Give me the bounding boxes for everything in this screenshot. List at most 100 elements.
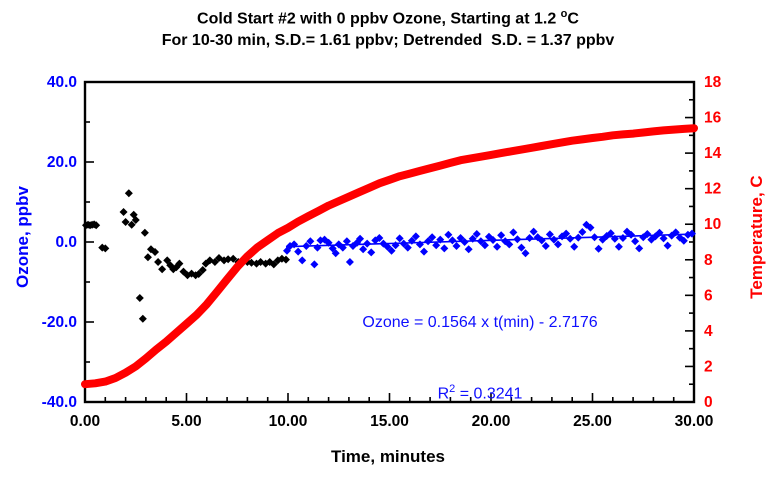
- diamond-marker: [679, 236, 688, 245]
- diamond-marker: [493, 242, 502, 251]
- diamond-marker: [269, 260, 278, 269]
- diamond-marker: [448, 236, 457, 245]
- diamond-marker: [424, 237, 433, 246]
- diamond-marker: [135, 294, 144, 302]
- diamond-marker: [460, 238, 469, 246]
- diamond-marker: [154, 258, 163, 266]
- diamond-marker: [391, 241, 400, 250]
- y-axis-label-left: Ozone, ppbv: [13, 186, 32, 288]
- y-right-tick-label: 16: [704, 110, 722, 127]
- y-right-tick-label: 12: [704, 181, 721, 198]
- x-tick-label: 25.00: [573, 413, 612, 430]
- diamond-marker: [480, 241, 489, 250]
- diamond-marker: [529, 227, 538, 236]
- diamond-marker: [310, 260, 319, 269]
- diamond-marker: [127, 220, 136, 229]
- chart-title-unit: C: [567, 10, 579, 28]
- diamond-marker: [594, 244, 603, 253]
- diamond-marker: [247, 258, 256, 267]
- diamond-marker: [395, 234, 404, 243]
- diamond-marker: [635, 244, 644, 253]
- diamond-marker: [428, 233, 437, 242]
- diamond-marker: [663, 241, 672, 250]
- diamond-marker: [631, 237, 640, 246]
- diamond-marker: [175, 259, 184, 268]
- y-axis-label-right: Temperature, C: [747, 175, 766, 299]
- diamond-marker: [331, 249, 340, 258]
- diamond-marker: [525, 234, 534, 242]
- diamond-marker: [606, 229, 615, 238]
- x-tick-label: 20.00: [472, 413, 511, 430]
- y-right-tick-label: 18: [704, 74, 722, 91]
- y-right-tick-label: 4: [704, 323, 713, 340]
- diamond-marker: [387, 246, 396, 255]
- diamond-marker: [92, 221, 101, 230]
- diamond-marker: [497, 231, 506, 240]
- x-tick-label: 30.00: [675, 413, 714, 430]
- chart-title: Cold Start #2 with 0 ppbv Ozone, Startin…: [0, 8, 776, 28]
- diamond-marker: [420, 247, 429, 256]
- diamond-marker: [578, 228, 587, 236]
- y-left-tick-label: -40.0: [42, 394, 77, 411]
- y-right-tick-label: 0: [704, 394, 713, 411]
- diamond-marker: [659, 234, 668, 243]
- diamond-marker: [517, 243, 526, 252]
- diamond-marker: [345, 258, 354, 266]
- diamond-marker: [140, 228, 149, 237]
- diamond-marker: [121, 218, 130, 226]
- diamond-marker: [359, 245, 368, 254]
- diamond-marker: [143, 253, 152, 262]
- diamond-marker: [618, 234, 627, 242]
- y-left-tick-label: 0.0: [55, 234, 77, 251]
- y-left-tick-label: 20.0: [47, 154, 77, 171]
- diamond-marker: [403, 243, 412, 252]
- diamond-marker: [541, 242, 550, 250]
- x-axis-label: Time, minutes: [331, 447, 445, 466]
- x-tick-label: 5.00: [171, 413, 201, 430]
- diamond-marker: [194, 270, 203, 278]
- x-tick-label: 10.00: [269, 413, 308, 430]
- chart-subtitle: For 10-30 min, S.D.= 1.61 ppbv; Detrende…: [161, 32, 615, 49]
- diamond-marker: [306, 237, 315, 246]
- diamond-marker: [566, 234, 575, 243]
- chart-title-degree-sup: o: [560, 8, 568, 20]
- diamond-marker: [101, 244, 110, 253]
- diamond-marker: [198, 266, 207, 274]
- ozone-trend-line: [285, 233, 695, 248]
- diamond-marker: [131, 216, 140, 224]
- y-left-tick-label: -20.0: [42, 314, 77, 331]
- diamond-marker: [294, 247, 303, 256]
- ozone-0-10-min-points: [82, 189, 290, 323]
- diamond-marker: [124, 189, 133, 198]
- diamond-marker: [229, 254, 238, 263]
- diamond-marker: [545, 230, 554, 239]
- diamond-marker: [586, 223, 595, 232]
- y-right-tick-label: 10: [704, 216, 721, 233]
- temperature-curve: [81, 124, 698, 389]
- diamond-marker: [472, 230, 481, 238]
- y-right-tick-label: 2: [704, 358, 713, 375]
- diamond-marker: [411, 232, 420, 241]
- diamond-marker: [313, 243, 322, 252]
- diamond-marker: [415, 240, 424, 249]
- regression-r-squared: R2 = 0.3241: [437, 383, 523, 403]
- diamond-marker: [356, 234, 365, 243]
- y-right-tick-label: 14: [704, 145, 722, 162]
- x-tick-label: 15.00: [370, 413, 409, 430]
- diamond-marker: [383, 242, 392, 251]
- diamond-marker: [210, 258, 219, 266]
- diamond-marker: [440, 244, 449, 253]
- diamond-marker: [444, 230, 453, 239]
- diamond-marker: [375, 234, 384, 242]
- diamond-marker: [452, 242, 461, 250]
- diamond-marker: [553, 240, 562, 249]
- diamond-marker: [570, 242, 579, 251]
- diamond-marker: [521, 249, 530, 258]
- diamond-marker: [342, 237, 351, 246]
- y-left-tick-label: 40.0: [47, 74, 77, 91]
- x-tick-label: 0.00: [70, 413, 100, 430]
- diamond-marker: [298, 256, 307, 265]
- diamond-marker: [614, 242, 623, 251]
